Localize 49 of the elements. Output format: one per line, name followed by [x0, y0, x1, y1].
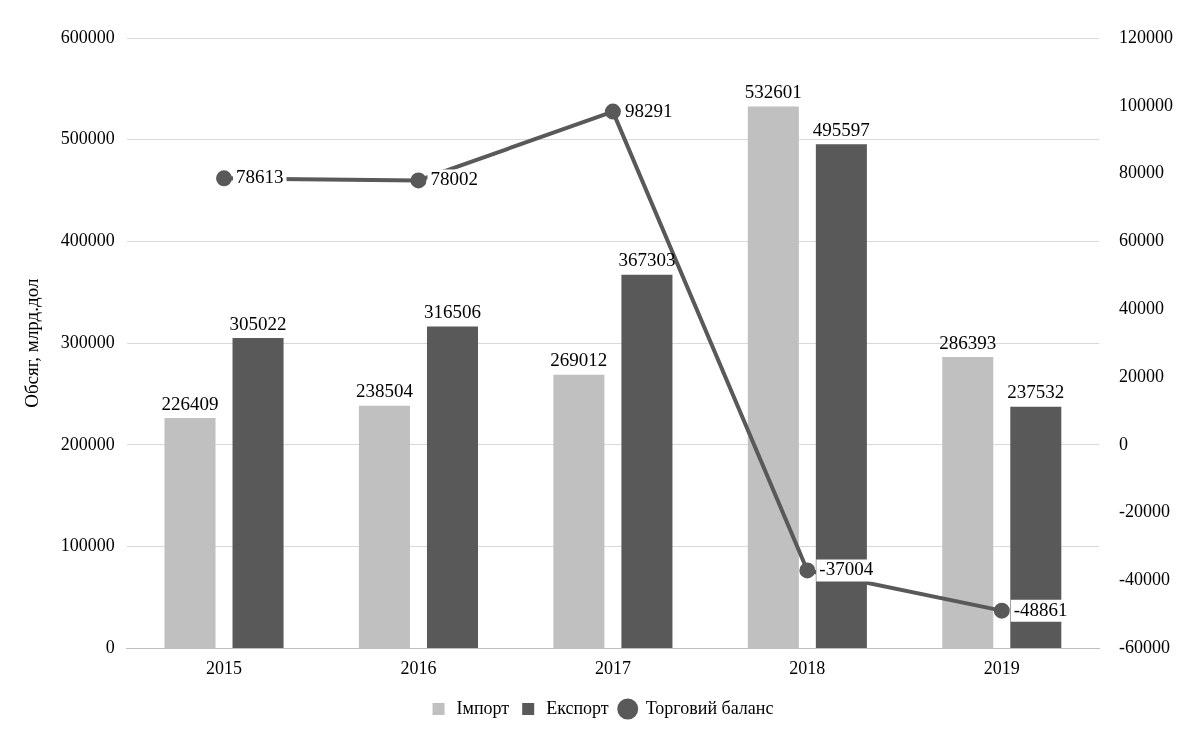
point [216, 170, 233, 187]
y-tick-label: 200000 [60, 433, 115, 454]
point [799, 562, 816, 579]
point [410, 172, 427, 189]
y2-tick-label: -60000 [1119, 637, 1170, 658]
x-tick-label: 2017 [594, 657, 631, 678]
x-tick-label: 2015 [206, 657, 243, 678]
point [993, 602, 1010, 619]
legend-label: Експорт [546, 697, 609, 718]
data-label: 495597 [812, 118, 870, 140]
point [604, 103, 621, 120]
data-label: 316506 [423, 300, 481, 322]
data-label: 305022 [229, 312, 287, 334]
y-tick-label: 600000 [60, 26, 115, 47]
data-label: 226409 [161, 392, 219, 414]
data-label: 269012 [550, 349, 608, 371]
data-label: -48861 [1013, 598, 1068, 620]
data-label: 237532 [1007, 381, 1065, 403]
y2-tick-label: 40000 [1119, 298, 1164, 319]
y2-tick-label: 20000 [1119, 365, 1164, 386]
y-tick-label: 300000 [60, 331, 115, 352]
x-tick-label: 2016 [400, 657, 437, 678]
y2-tick-label: 80000 [1119, 162, 1164, 183]
y2-tick-label: 0 [1119, 433, 1128, 454]
data-label: 367303 [618, 249, 676, 271]
y-tick-label: 0 [105, 637, 115, 658]
data-label: 78002 [430, 168, 478, 190]
y2-tick-label: 120000 [1119, 26, 1173, 47]
y2-tick-label: 60000 [1119, 230, 1164, 251]
y-axis-title: Обсяг, млрд.дол [21, 278, 43, 408]
y-tick-label: 100000 [60, 535, 115, 556]
data-label: 98291 [624, 99, 673, 121]
bar [621, 274, 673, 648]
data-label: 238504 [355, 380, 414, 402]
y-tick-label: 400000 [60, 230, 115, 251]
legend-label: Торговий баланс [645, 697, 774, 718]
legend-label: Імпорт [456, 697, 510, 718]
y2-tick-label: 100000 [1119, 94, 1173, 115]
bar [232, 338, 284, 648]
data-label: 286393 [939, 331, 997, 353]
y2-tick-label: -20000 [1119, 501, 1170, 522]
data-label: 532601 [744, 81, 802, 103]
y-tick-label: 500000 [60, 128, 115, 149]
x-tick-label: 2018 [789, 657, 826, 678]
x-tick-label: 2019 [983, 657, 1020, 678]
data-label: -37004 [819, 558, 874, 580]
y2-tick-label: -40000 [1119, 569, 1170, 590]
bar [426, 326, 479, 648]
data-label: 78613 [236, 166, 284, 188]
